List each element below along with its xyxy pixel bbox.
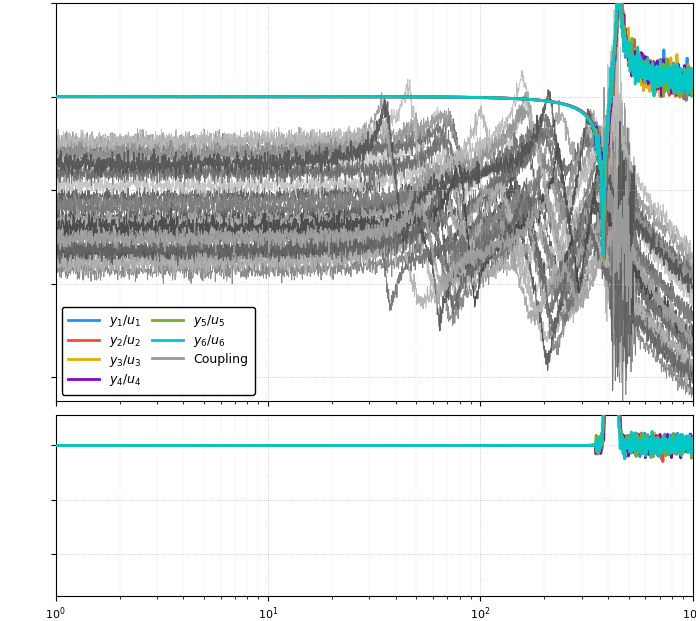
Legend: $y_1/u_1$, $y_2/u_2$, $y_3/u_3$, $y_4/u_4$, $y_5/u_5$, $y_6/u_6$, Coupling: $y_1/u_1$, $y_2/u_2$, $y_3/u_3$, $y_4/u_… (62, 307, 255, 394)
